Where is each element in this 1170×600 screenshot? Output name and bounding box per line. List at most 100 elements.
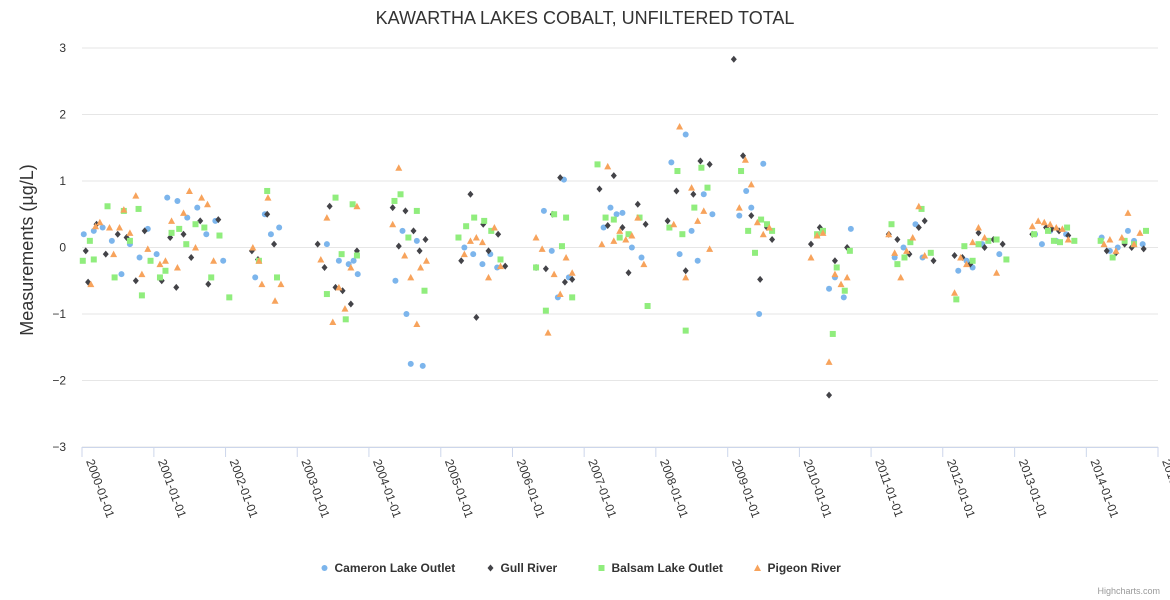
data-point[interactable] xyxy=(625,269,632,277)
data-point[interactable] xyxy=(885,230,893,238)
data-point[interactable] xyxy=(743,187,750,194)
data-point[interactable] xyxy=(96,218,104,226)
data-point[interactable] xyxy=(634,200,641,208)
data-point[interactable] xyxy=(915,224,922,232)
data-point[interactable] xyxy=(1028,222,1036,230)
data-point[interactable] xyxy=(255,257,263,264)
data-point[interactable] xyxy=(644,303,651,310)
data-point[interactable] xyxy=(104,203,111,210)
data-point[interactable] xyxy=(807,253,815,261)
legend-symbol[interactable] xyxy=(598,565,605,571)
data-point[interactable] xyxy=(210,257,218,264)
data-point[interactable] xyxy=(274,274,281,281)
data-point[interactable] xyxy=(458,257,465,265)
data-point[interactable] xyxy=(759,230,767,238)
data-point[interactable] xyxy=(666,224,673,231)
data-point[interactable] xyxy=(1040,218,1048,226)
data-point[interactable] xyxy=(105,224,113,231)
data-point[interactable] xyxy=(993,269,1001,276)
data-point[interactable] xyxy=(741,156,749,163)
data-point[interactable] xyxy=(551,211,558,218)
data-point[interactable] xyxy=(951,289,959,296)
data-point[interactable] xyxy=(314,240,321,248)
data-point[interactable] xyxy=(488,227,495,234)
data-point[interactable] xyxy=(730,55,737,63)
data-point[interactable] xyxy=(353,202,361,210)
data-point[interactable] xyxy=(198,194,206,201)
data-point[interactable] xyxy=(413,207,420,214)
data-point[interactable] xyxy=(604,162,612,170)
data-point[interactable] xyxy=(114,230,121,238)
data-point[interactable] xyxy=(736,212,743,219)
data-point[interactable] xyxy=(894,261,901,268)
data-point[interactable] xyxy=(888,221,895,228)
data-point[interactable] xyxy=(738,168,745,175)
data-point[interactable] xyxy=(389,204,396,212)
data-point[interactable] xyxy=(194,204,201,211)
data-point[interactable] xyxy=(613,211,620,218)
data-point[interactable] xyxy=(317,255,325,263)
data-point[interactable] xyxy=(676,122,684,130)
data-point[interactable] xyxy=(188,253,195,261)
legend-item[interactable]: Pigeon River xyxy=(754,561,841,575)
data-point[interactable] xyxy=(532,234,540,241)
data-point[interactable] xyxy=(957,253,965,261)
data-point[interactable] xyxy=(402,207,409,215)
data-point[interactable] xyxy=(132,192,140,199)
data-point[interactable] xyxy=(473,313,480,321)
data-point[interactable] xyxy=(417,263,425,271)
data-point[interactable] xyxy=(963,260,971,268)
data-point[interactable] xyxy=(184,214,191,221)
data-point[interactable] xyxy=(168,217,176,224)
data-point[interactable] xyxy=(276,224,283,231)
data-point[interactable] xyxy=(413,320,421,327)
data-point[interactable] xyxy=(1121,237,1128,244)
data-point[interactable] xyxy=(912,221,919,228)
data-point[interactable] xyxy=(471,214,478,221)
data-point[interactable] xyxy=(557,174,564,182)
data-point[interactable] xyxy=(335,283,343,291)
data-point[interactable] xyxy=(1103,247,1110,255)
data-point[interactable] xyxy=(176,225,183,232)
legend-symbol[interactable] xyxy=(321,565,328,571)
data-point[interactable] xyxy=(461,244,468,251)
data-point[interactable] xyxy=(640,260,648,268)
data-point[interactable] xyxy=(756,311,763,317)
data-point[interactable] xyxy=(610,237,618,244)
data-point[interactable] xyxy=(682,267,689,275)
data-point[interactable] xyxy=(1052,224,1060,231)
data-point[interactable] xyxy=(735,204,743,211)
data-point[interactable] xyxy=(556,290,564,298)
data-point[interactable] xyxy=(347,263,355,271)
data-point[interactable] xyxy=(955,267,962,274)
data-point[interactable] xyxy=(622,236,630,243)
data-point[interactable] xyxy=(748,212,755,220)
data-point[interactable] xyxy=(616,234,623,241)
data-point[interactable] xyxy=(1064,224,1071,231)
data-point[interactable] xyxy=(1057,239,1064,246)
data-point[interactable] xyxy=(116,224,124,231)
data-point[interactable] xyxy=(807,240,814,248)
data-point[interactable] xyxy=(825,358,833,365)
data-point[interactable] xyxy=(419,362,426,369)
data-point[interactable] xyxy=(748,204,755,211)
data-point[interactable] xyxy=(610,172,617,180)
data-point[interactable] xyxy=(757,275,764,283)
data-point[interactable] xyxy=(903,247,911,254)
data-point[interactable] xyxy=(901,254,908,261)
data-point[interactable] xyxy=(168,229,175,236)
data-point[interactable] xyxy=(407,360,414,367)
data-point[interactable] xyxy=(185,187,193,194)
data-point[interactable] xyxy=(745,227,752,234)
data-point[interactable] xyxy=(249,244,257,251)
data-point[interactable] xyxy=(951,251,958,259)
data-point[interactable] xyxy=(271,240,278,248)
data-point[interactable] xyxy=(403,311,410,317)
data-point[interactable] xyxy=(401,251,409,259)
data-point[interactable] xyxy=(226,294,233,301)
data-point[interactable] xyxy=(596,185,603,193)
data-point[interactable] xyxy=(740,152,747,160)
data-point[interactable] xyxy=(915,202,923,210)
data-point[interactable] xyxy=(975,224,983,231)
data-point[interactable] xyxy=(1058,225,1066,232)
